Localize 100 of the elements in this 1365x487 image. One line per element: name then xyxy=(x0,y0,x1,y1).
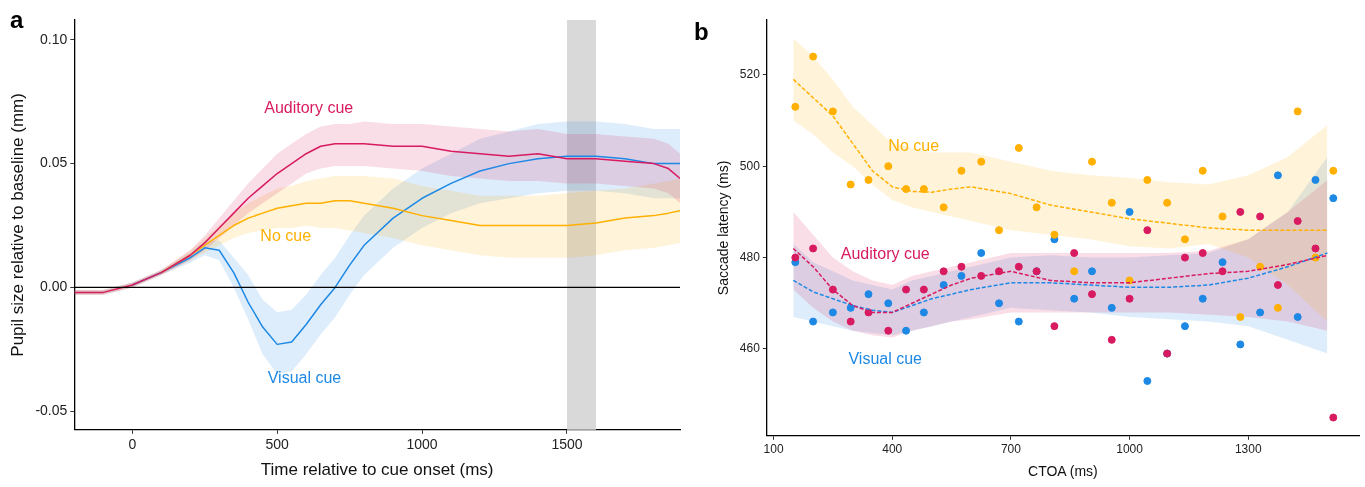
point xyxy=(1070,294,1079,303)
point xyxy=(809,317,818,326)
x-tick-label: 1300 xyxy=(1234,442,1262,457)
point xyxy=(884,162,893,171)
point xyxy=(1087,290,1096,299)
point xyxy=(846,303,855,312)
point xyxy=(1198,249,1207,258)
x-tick-label: 0 xyxy=(128,436,137,453)
point xyxy=(828,308,837,317)
point xyxy=(1198,166,1207,175)
x-axis-title: CTOA (ms) xyxy=(1028,463,1098,480)
x-tick-label: 1000 xyxy=(1116,442,1144,457)
point xyxy=(1107,303,1116,312)
point xyxy=(809,52,818,61)
point xyxy=(902,285,911,294)
x-tick-label: 400 xyxy=(882,442,903,457)
series-label: No cue xyxy=(888,136,940,154)
point xyxy=(1014,262,1023,271)
point xyxy=(995,267,1004,276)
point xyxy=(957,166,966,175)
point xyxy=(846,317,855,326)
y-tick-label: 0.00 xyxy=(40,278,68,295)
chart-title: a xyxy=(10,6,24,34)
point xyxy=(919,185,928,194)
point xyxy=(884,299,893,308)
point xyxy=(995,226,1004,235)
point xyxy=(1293,313,1302,321)
point xyxy=(846,180,855,189)
point xyxy=(1180,322,1189,331)
point xyxy=(957,271,966,280)
point xyxy=(1311,175,1320,184)
point xyxy=(791,253,800,262)
point xyxy=(1236,207,1245,216)
x-tick-label: 1000 xyxy=(406,436,438,453)
point xyxy=(939,281,948,290)
line-series xyxy=(792,78,1329,231)
y-axis-title: Pupil size relative to baseline (mm) xyxy=(7,93,27,357)
point xyxy=(1050,322,1059,331)
point xyxy=(1087,267,1096,276)
point xyxy=(1070,267,1079,276)
point xyxy=(995,299,1004,308)
point xyxy=(1218,267,1227,276)
point xyxy=(1125,207,1134,216)
y-tick-label: 500 xyxy=(739,158,761,173)
point xyxy=(1273,303,1282,312)
point xyxy=(902,326,911,335)
point xyxy=(1163,198,1172,207)
point xyxy=(1218,212,1227,221)
y-tick-label: -0.05 xyxy=(35,402,68,419)
point xyxy=(1087,157,1096,166)
point xyxy=(902,185,911,194)
point xyxy=(791,102,800,111)
y-axis-title: Saccade latency (ms) xyxy=(715,160,732,296)
point xyxy=(884,326,893,335)
x-tick-label: 100 xyxy=(763,442,784,457)
point xyxy=(1180,235,1189,244)
x-axis-title: Time relative to cue onset (ms) xyxy=(260,460,494,480)
series-label: No cue xyxy=(260,226,312,244)
point xyxy=(1256,212,1265,221)
point xyxy=(828,285,837,294)
point xyxy=(1273,281,1282,290)
point xyxy=(919,285,928,294)
series-label: Visual cue xyxy=(267,368,342,386)
point xyxy=(1256,262,1265,271)
chart-title: b xyxy=(694,18,709,46)
point xyxy=(977,249,986,258)
y-tick-label: 480 xyxy=(739,249,761,264)
point xyxy=(977,157,986,166)
point xyxy=(809,244,818,253)
point xyxy=(1050,230,1059,239)
x-tick-label: 500 xyxy=(265,436,290,453)
point xyxy=(1293,107,1302,116)
point xyxy=(1329,166,1338,175)
point xyxy=(1070,249,1079,258)
point xyxy=(1032,203,1041,212)
point xyxy=(1329,194,1338,203)
point xyxy=(1273,171,1282,180)
point xyxy=(1125,294,1134,303)
point xyxy=(1236,340,1245,349)
point xyxy=(939,267,948,276)
y-tick-label: 0.05 xyxy=(40,154,68,171)
point xyxy=(977,271,986,280)
y-tick-label: 460 xyxy=(739,341,761,356)
point xyxy=(1329,413,1338,422)
point xyxy=(1143,226,1152,235)
point xyxy=(1218,258,1227,267)
point xyxy=(1236,313,1245,321)
point xyxy=(1180,253,1189,262)
point xyxy=(1125,276,1134,285)
y-tick-label: 520 xyxy=(739,67,761,82)
y-tick-label: 0.10 xyxy=(40,30,68,47)
point xyxy=(919,308,928,317)
x-tick-label: 700 xyxy=(1000,442,1022,457)
point xyxy=(957,262,966,271)
text: Visual cue xyxy=(848,350,923,368)
point xyxy=(864,175,873,184)
point xyxy=(1256,308,1265,317)
point xyxy=(1107,335,1116,344)
series-label: Auditory cue xyxy=(264,98,354,116)
point xyxy=(828,107,837,116)
